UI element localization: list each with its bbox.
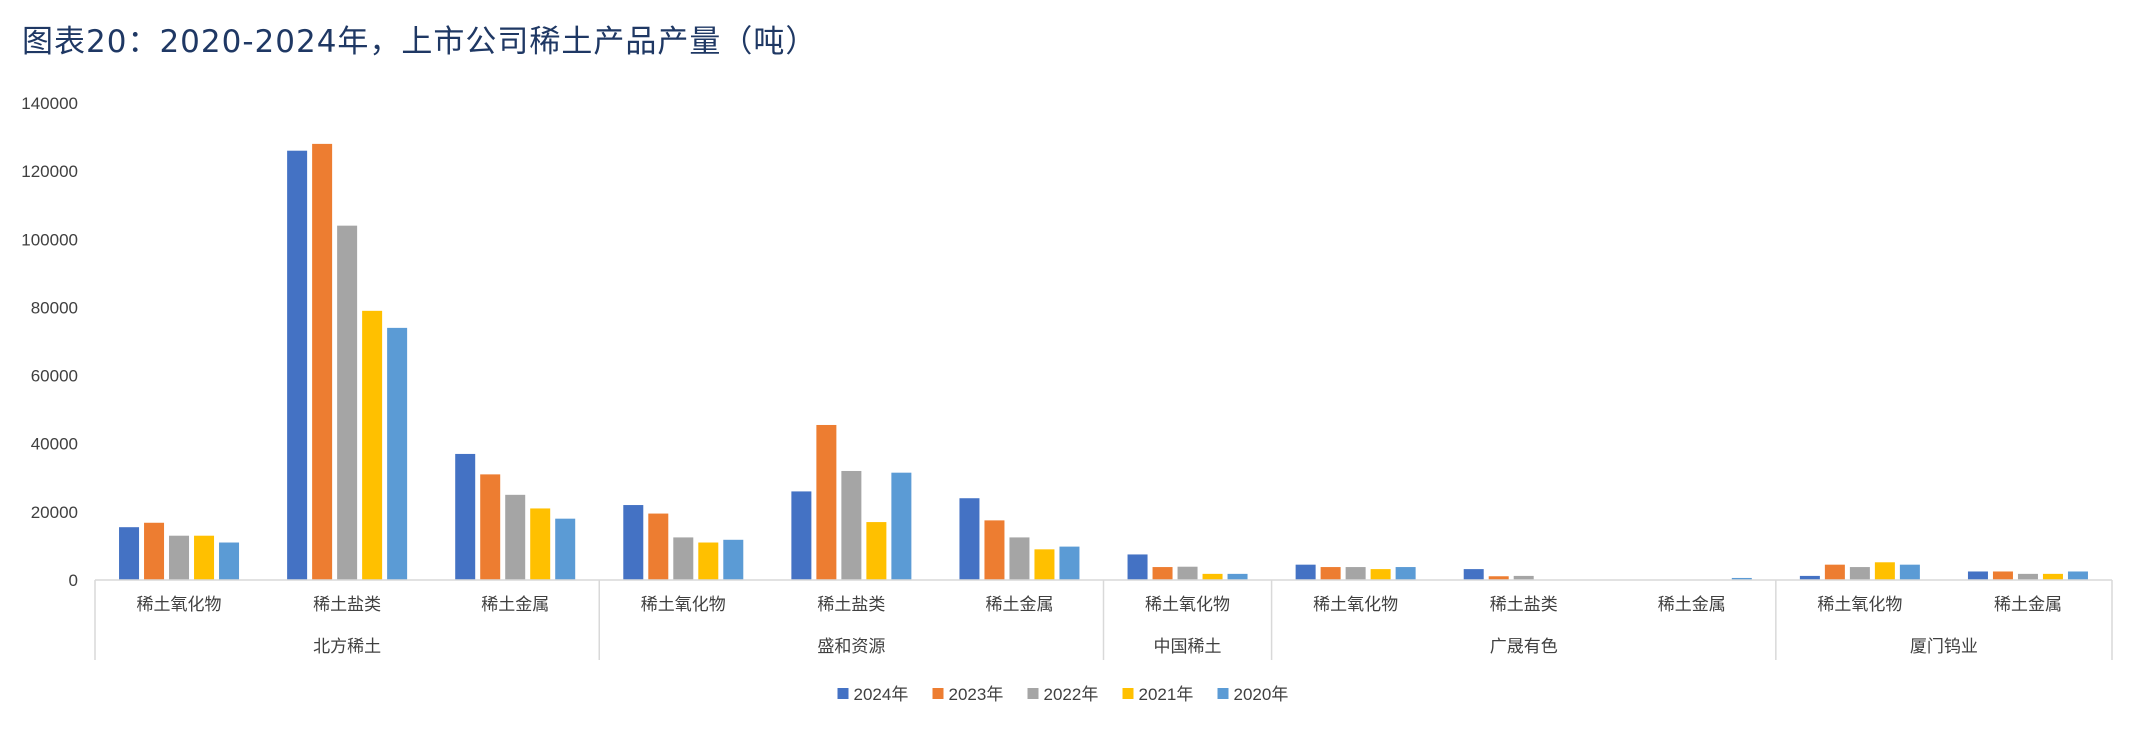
legend-swatch (932, 688, 944, 699)
bar (1967, 571, 1988, 580)
bar (530, 508, 551, 580)
bar (1227, 573, 1248, 580)
bar (219, 542, 240, 580)
category-label: 稀土氧化物 (1817, 595, 1902, 615)
bar (1034, 549, 1055, 580)
bar (555, 518, 576, 580)
bar (2067, 571, 2088, 580)
bar (1345, 567, 1366, 580)
category-label: 稀土氧化物 (137, 595, 222, 615)
y-tick-label: 60000 (31, 367, 78, 386)
bar (144, 522, 165, 580)
group-label: 北方稀土 (313, 637, 381, 657)
bar (866, 522, 887, 580)
group-label: 中国稀土 (1154, 637, 1222, 657)
y-tick-label: 40000 (31, 435, 78, 454)
bar (1127, 554, 1148, 580)
legend-swatch (1217, 688, 1229, 699)
category-label: 稀土氧化物 (1313, 595, 1398, 615)
bar (723, 539, 744, 580)
category-label: 稀土氧化物 (1145, 595, 1230, 615)
bar (791, 491, 812, 580)
bar (287, 150, 308, 580)
bar (480, 474, 501, 580)
legend-label: 2023年 (949, 685, 1004, 704)
bar (1295, 564, 1316, 580)
bar (959, 498, 980, 580)
bar (1059, 546, 1080, 580)
bar (648, 513, 669, 580)
legend-label: 2020年 (1234, 685, 1289, 704)
bar (1009, 537, 1030, 580)
y-tick-label: 100000 (21, 230, 78, 249)
y-tick-label: 80000 (31, 298, 78, 317)
bar (673, 537, 694, 580)
category-label: 稀土金属 (1994, 595, 2062, 615)
legend-swatch (837, 688, 849, 699)
bar (169, 535, 190, 580)
bar (387, 327, 408, 580)
bar (1395, 567, 1416, 580)
bar (1152, 567, 1173, 580)
y-tick-label: 0 (69, 571, 78, 590)
bar (891, 472, 912, 580)
y-axis-ticks: 0 20000 40000 60000 80000 100000 120000 140000 (21, 94, 78, 590)
bar (362, 310, 383, 580)
bar (1992, 571, 2013, 580)
bar (1488, 576, 1509, 580)
bar (337, 225, 358, 580)
bar (1849, 567, 1870, 580)
bar (1463, 569, 1484, 580)
bar (623, 505, 644, 580)
bar (1899, 564, 1920, 580)
bars (119, 143, 2088, 580)
bar (312, 143, 333, 580)
bar (1799, 575, 1820, 580)
category-label: 稀土盐类 (817, 595, 885, 615)
group-label: 广晟有色 (1490, 637, 1558, 657)
category-label: 稀土盐类 (1490, 595, 1558, 615)
legend-swatch (1027, 688, 1039, 699)
bar (2017, 573, 2038, 580)
bar (984, 520, 1005, 580)
bar (1370, 569, 1391, 580)
bar (1320, 567, 1341, 580)
category-label: 稀土金属 (985, 595, 1053, 615)
bar (841, 470, 862, 580)
y-tick-label: 140000 (21, 94, 78, 113)
bar (2042, 573, 2063, 580)
bar (455, 453, 476, 580)
legend: 2024年 2023年 2022年 2021年 2020年 (837, 685, 1289, 704)
bar (119, 527, 140, 580)
bar (1824, 564, 1845, 580)
bar (1202, 573, 1223, 580)
y-tick-label: 120000 (21, 162, 78, 181)
category-label: 稀土氧化物 (641, 595, 726, 615)
bar (698, 542, 719, 580)
bar (1513, 575, 1534, 580)
group-label: 厦门钨业 (1910, 637, 1978, 657)
bar (1731, 577, 1752, 580)
legend-swatch (1122, 688, 1134, 699)
category-label: 稀土金属 (1658, 595, 1726, 615)
legend-label: 2024年 (854, 685, 909, 704)
legend-label: 2021年 (1139, 685, 1194, 704)
bar (1874, 562, 1895, 580)
bar (194, 535, 215, 580)
y-tick-label: 20000 (31, 503, 78, 522)
category-label: 稀土盐类 (313, 595, 381, 615)
bar (1177, 566, 1198, 580)
category-label: 稀土金属 (481, 595, 549, 615)
legend-label: 2022年 (1044, 685, 1099, 704)
group-label: 盛和资源 (817, 637, 885, 657)
chart-title: 图表20：2020-2024年，上市公司稀土产品产量（吨） (22, 24, 818, 60)
bar (816, 424, 837, 580)
bar (505, 494, 526, 580)
